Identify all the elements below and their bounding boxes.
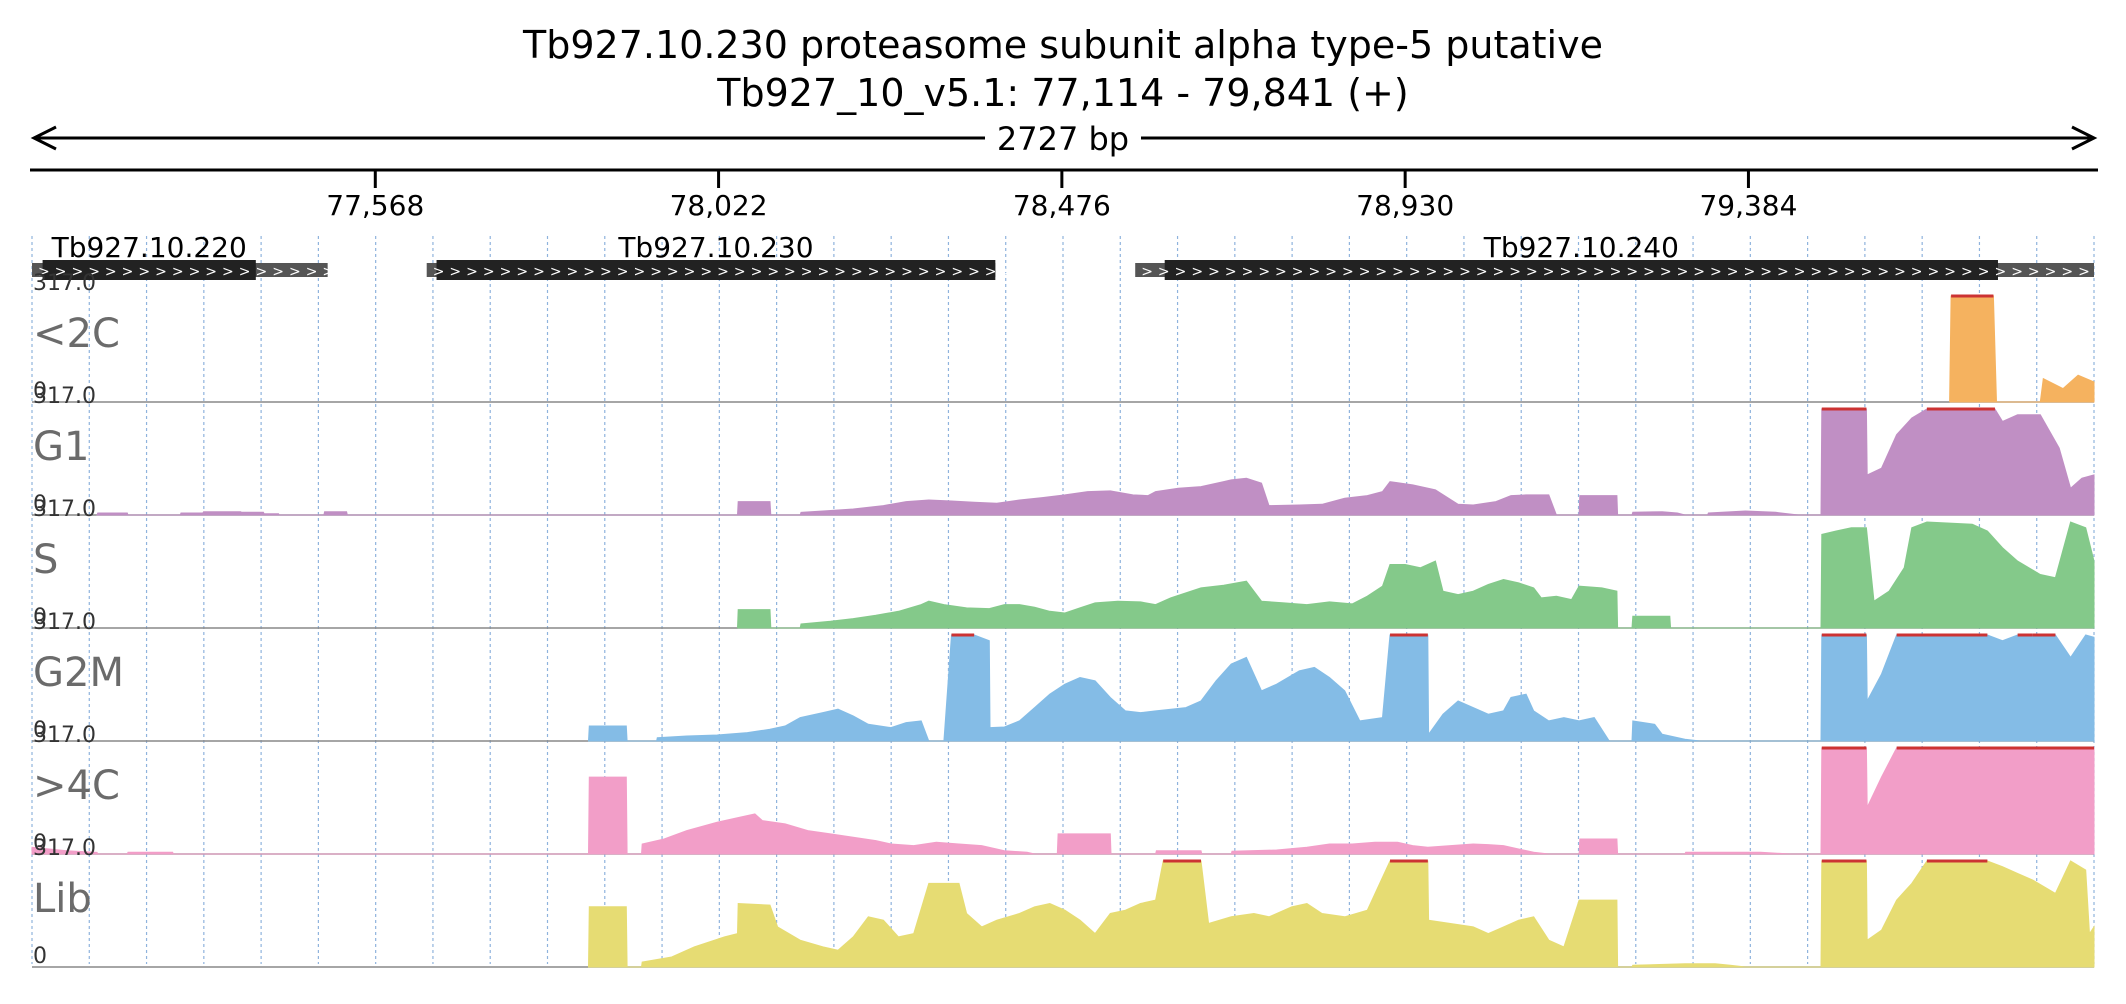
track-2: 317.0 S 0	[32, 497, 2095, 630]
track-name: G2M	[33, 650, 124, 696]
track-min-label: 0	[33, 944, 47, 969]
x-tick-label: 78,022	[670, 189, 768, 222]
span-label: 2727 bp	[997, 120, 1129, 158]
gene-label: Tb927.10.230	[617, 231, 813, 264]
track-max-label: 317.0	[33, 384, 96, 409]
chart-title: Tb927.10.230 proteasome subunit alpha ty…	[522, 23, 1603, 67]
gene-label: Tb927.10.240	[1483, 231, 1679, 264]
strand-arrow-icon: >>>>>>>>>>>>>>>>>>>>>>>>>>>>>>>>>>>>>>	[433, 264, 1069, 280]
track-name: Lib	[33, 876, 92, 922]
track-name: >4C	[33, 763, 120, 809]
coverage-area	[1949, 295, 2095, 403]
coverage-area	[587, 634, 2095, 742]
track-max-label: 317.0	[33, 610, 96, 635]
span-arrow-right-icon	[2071, 125, 2098, 151]
strand-arrow-icon: >>>>>>>>>>>>>>>>>>>>>>>>>>>>>>>>>>>>>>>>…	[1141, 264, 2126, 280]
x-tick-label: 78,930	[1356, 189, 1454, 222]
track-max-label: 317.0	[33, 271, 96, 296]
track-min-label: 0	[33, 492, 47, 517]
track-name: S	[33, 537, 58, 583]
gene-cds	[42, 260, 256, 280]
track-min-label: 0	[33, 831, 47, 856]
track-0: 317.0 <2C 0	[32, 271, 2095, 404]
track-3: 317.0 G2M 0	[32, 610, 2095, 743]
gene-cds	[1164, 260, 1998, 280]
gene-label: Tb927.10.220	[51, 231, 247, 264]
track-1: 317.0 G1 0	[32, 384, 2095, 517]
x-tick-label: 77,568	[326, 189, 424, 222]
track-min-label: 0	[33, 605, 47, 630]
coverage-area	[31, 747, 2095, 855]
gene-cds	[436, 260, 996, 280]
span-arrow-left-icon	[30, 125, 57, 151]
track-max-label: 317.0	[33, 836, 96, 861]
track-max-label: 317.0	[33, 723, 96, 748]
track-name: <2C	[33, 311, 120, 357]
location-label: Tb927_10_v5.1: 77,114 - 79,841 (+)	[716, 71, 1408, 115]
x-tick-label: 79,384	[1699, 189, 1797, 222]
strand-arrow-icon: >>>>>>>>>>>>>>>>>>>	[38, 264, 356, 280]
coverage-area	[96, 408, 2095, 516]
coverage-area	[587, 860, 2095, 968]
x-tick-label: 78,476	[1013, 189, 1111, 222]
track-5: 317.0 Lib 0	[32, 836, 2095, 969]
track-max-label: 317.0	[33, 497, 96, 522]
track-name: G1	[33, 424, 89, 470]
track-4: 317.0 >4C 0	[31, 723, 2095, 856]
coverage-area	[737, 521, 2095, 629]
track-min-label: 0	[33, 718, 47, 743]
track-min-label: 0	[33, 379, 47, 404]
